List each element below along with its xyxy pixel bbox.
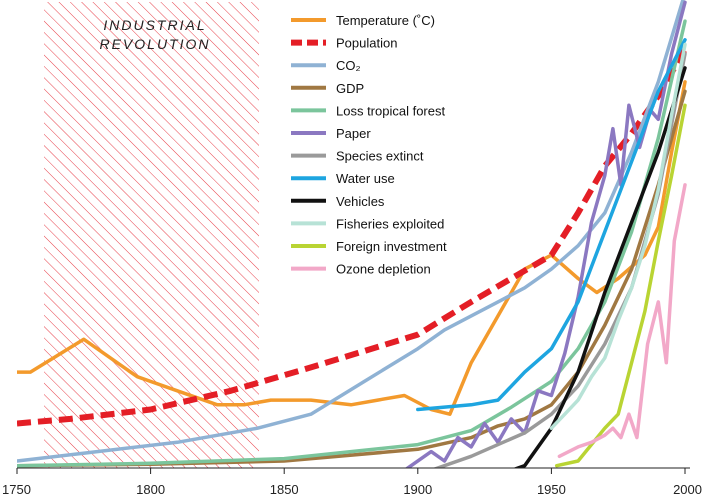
series-line-gdp — [17, 89, 687, 468]
series-line-foreign-investment — [554, 103, 687, 468]
x-tick-label-1900: 1900 — [403, 482, 432, 497]
industrial-revolution-label-line2: REVOLUTION — [99, 36, 210, 52]
series-layer — [17, 0, 688, 468]
series-line-fisheries-exploited — [549, 42, 687, 430]
series-line-vehicles — [512, 66, 687, 468]
series-line-population — [17, 47, 688, 427]
industrial-revolution-region — [44, 2, 259, 468]
legend-item-paper: Paper — [291, 126, 371, 141]
x-tick-label-1750: 1750 — [2, 482, 31, 497]
legend-label-species-extinct: Species extinct — [336, 149, 424, 164]
series-line-ozone-depletion — [557, 183, 687, 459]
x-tick-label-1950: 1950 — [537, 482, 566, 497]
legend-label-water-use: Water use — [336, 171, 395, 186]
legend-label-paper: Paper — [336, 126, 371, 141]
legend-label-fisheries-exploited: Fisheries exploited — [336, 216, 444, 231]
legend-label-population: Population — [336, 36, 397, 51]
legend-label-foreign-investment: Foreign investment — [336, 239, 447, 254]
legend-item-foreign-investment: Foreign investment — [291, 239, 447, 254]
x-tick-label-1800: 1800 — [136, 482, 165, 497]
legend-label-co: CO₂ — [336, 58, 361, 73]
legend-item-water-use: Water use — [291, 171, 395, 186]
legend-item-population: Population — [291, 36, 397, 51]
legend: Temperature (˚C) Population CO₂ GDP Loss tro… — [291, 13, 447, 277]
legend-background — [284, 6, 466, 284]
series-line-co — [17, 0, 685, 463]
legend-label-ozone-depletion: Ozone depletion — [336, 262, 431, 277]
legend-label-loss-tropical-forest: Loss tropical forest — [336, 103, 445, 118]
legend-item-species-extinct: Species extinct — [291, 149, 424, 164]
legend-item-vehicles: Vehicles — [291, 194, 385, 209]
legend-label-temperature-c: Temperature (˚C) — [336, 13, 435, 28]
legend-label-vehicles: Vehicles — [336, 194, 385, 209]
legend-item-co: CO₂ — [291, 58, 361, 73]
series-line-loss-tropical-forest — [17, 19, 687, 468]
legend-label-gdp: GDP — [336, 81, 364, 96]
legend-item-ozone-depletion: Ozone depletion — [291, 262, 431, 277]
legend-item-temperature-c: Temperature (˚C) — [291, 13, 435, 28]
legend-item-gdp: GDP — [291, 81, 364, 96]
legend-item-loss-tropical-forest: Loss tropical forest — [291, 103, 445, 118]
industrial-revolution-label-line1: INDUSTRIAL — [103, 17, 206, 33]
industrial-revolution-annotation: INDUSTRIAL REVOLUTION — [44, 2, 259, 468]
x-tick-label-2000: 2000 — [673, 482, 702, 497]
legend-item-fisheries-exploited: Fisheries exploited — [291, 216, 444, 231]
series-line-water-use — [416, 38, 687, 412]
x-axis-ticks: 1750 1800 1850 1900 1950 2000 — [2, 468, 702, 497]
x-tick-label-1850: 1850 — [270, 482, 299, 497]
